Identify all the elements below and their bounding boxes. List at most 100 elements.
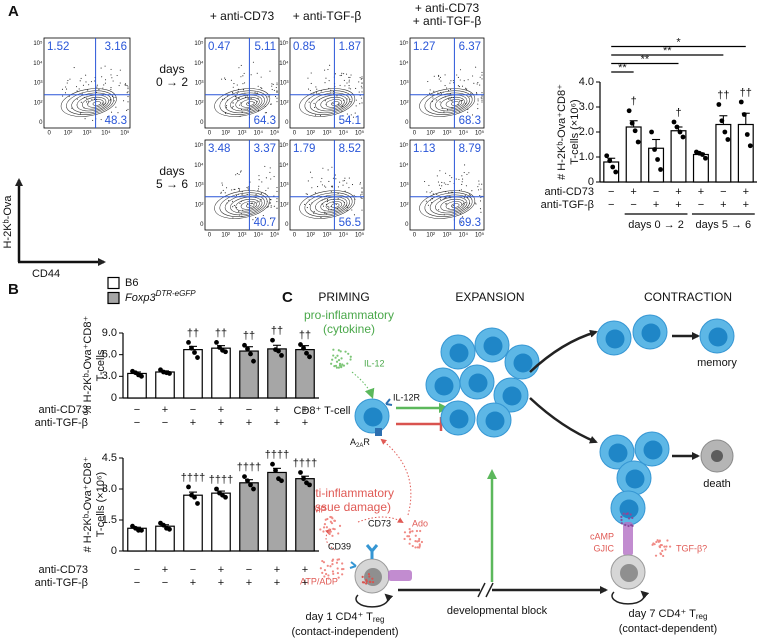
event-dot: [445, 172, 447, 174]
x-tick-label: 0: [413, 131, 417, 137]
event-dot: [461, 99, 463, 101]
event-dot: [276, 190, 278, 192]
bar: [211, 347, 231, 399]
data-point: [677, 129, 683, 135]
event-dot: [327, 201, 329, 203]
significance-dagger: ††††: [237, 462, 261, 474]
event-dot: [450, 191, 452, 193]
cytokine-arrow: [351, 371, 375, 399]
event-dot: [79, 80, 81, 82]
event-dot: [479, 76, 481, 78]
treg-day1-note: (contact-independent): [291, 626, 398, 638]
event-dot: [256, 72, 258, 74]
event-dot: [328, 80, 330, 82]
event-dot: [241, 193, 243, 195]
event-dot: [309, 171, 312, 173]
treatment-sign: +: [190, 577, 196, 589]
event-dot: [220, 191, 222, 193]
event-dot: [346, 82, 348, 84]
significance-dagger: ††††: [209, 474, 233, 486]
event-dot: [96, 84, 98, 86]
data-point: [613, 169, 619, 175]
contour: [219, 90, 268, 115]
event-dot: [69, 78, 71, 80]
event-dot: [348, 85, 350, 87]
event-dot: [461, 85, 464, 87]
event-dot: [337, 192, 339, 195]
molecule: [414, 540, 417, 543]
molecule: [332, 527, 335, 530]
quadrant-value: 8.79: [459, 143, 481, 155]
event-dot: [358, 91, 360, 93]
molecule: [368, 575, 371, 578]
data-point: [161, 522, 166, 528]
event-dot: [450, 80, 452, 82]
a2ar-tail: R: [363, 437, 370, 447]
molecule: [368, 580, 372, 583]
event-dot: [243, 89, 245, 91]
quadrant-value: 1.27: [413, 41, 435, 53]
molecule-cluster: [319, 558, 345, 580]
event-dot: [335, 203, 337, 206]
molecule: [341, 573, 344, 576]
event-dot: [351, 209, 353, 211]
event-dot: [125, 84, 127, 86]
event-dot: [459, 100, 461, 102]
event-dot: [265, 189, 267, 192]
data-point: [214, 339, 219, 345]
event-dot: [361, 209, 363, 211]
event-dot: [272, 83, 274, 85]
event-dot: [477, 100, 479, 102]
x-tick-label: 10²: [221, 131, 230, 137]
y-tick-label: 10²: [280, 202, 289, 208]
event-dot: [445, 183, 447, 185]
legend-name: B6: [125, 277, 138, 289]
molecule: [329, 515, 332, 519]
x-tick-label: 10⁴: [254, 130, 264, 137]
event-dot: [257, 85, 259, 87]
y-tick-label: 0: [111, 545, 117, 557]
treg-day7-note: (contact-dependent): [619, 623, 717, 635]
event-dot: [265, 177, 267, 179]
data-point: [700, 152, 705, 157]
event-dot: [460, 222, 462, 224]
molecule: [331, 534, 334, 537]
molecule: [337, 532, 340, 535]
event-dot: [470, 93, 472, 95]
data-point: [301, 476, 306, 482]
x-tick-label: 10⁴: [459, 232, 469, 239]
event-dot: [476, 83, 478, 85]
molecule: [334, 364, 338, 367]
x-tick-label: 10²: [426, 233, 435, 239]
event-dot: [237, 187, 240, 189]
event-dot: [127, 86, 129, 88]
event-dot: [225, 187, 228, 189]
event-dot: [310, 72, 312, 74]
event-dot: [66, 88, 68, 90]
event-dot: [327, 169, 329, 171]
y-tick-label: 10⁴: [194, 162, 204, 169]
contour: [424, 192, 473, 217]
event-dot: [479, 200, 482, 202]
event-dot: [261, 87, 263, 89]
x-tick-label: 0: [208, 131, 212, 137]
event-dot: [462, 178, 464, 180]
molecule-cluster: [403, 527, 424, 549]
y-tick-label: 10⁴: [279, 162, 289, 169]
event-dot: [78, 88, 80, 90]
event-dot: [247, 97, 249, 99]
molecule: [321, 559, 324, 563]
dying-nucleus: [711, 450, 723, 462]
event-dot: [448, 98, 450, 100]
data-point: [245, 346, 250, 352]
event-dot: [307, 77, 309, 79]
data-point: [632, 128, 638, 134]
group-label: days 0 → 2: [628, 219, 684, 231]
x-tick-label: 0: [293, 131, 297, 137]
event-dot: [361, 197, 363, 200]
data-point: [214, 486, 219, 492]
a2ar-sub: 2A: [356, 443, 363, 449]
event-dot: [110, 88, 112, 91]
data-point: [747, 143, 753, 149]
a2ar-label: A2AR: [350, 437, 370, 448]
